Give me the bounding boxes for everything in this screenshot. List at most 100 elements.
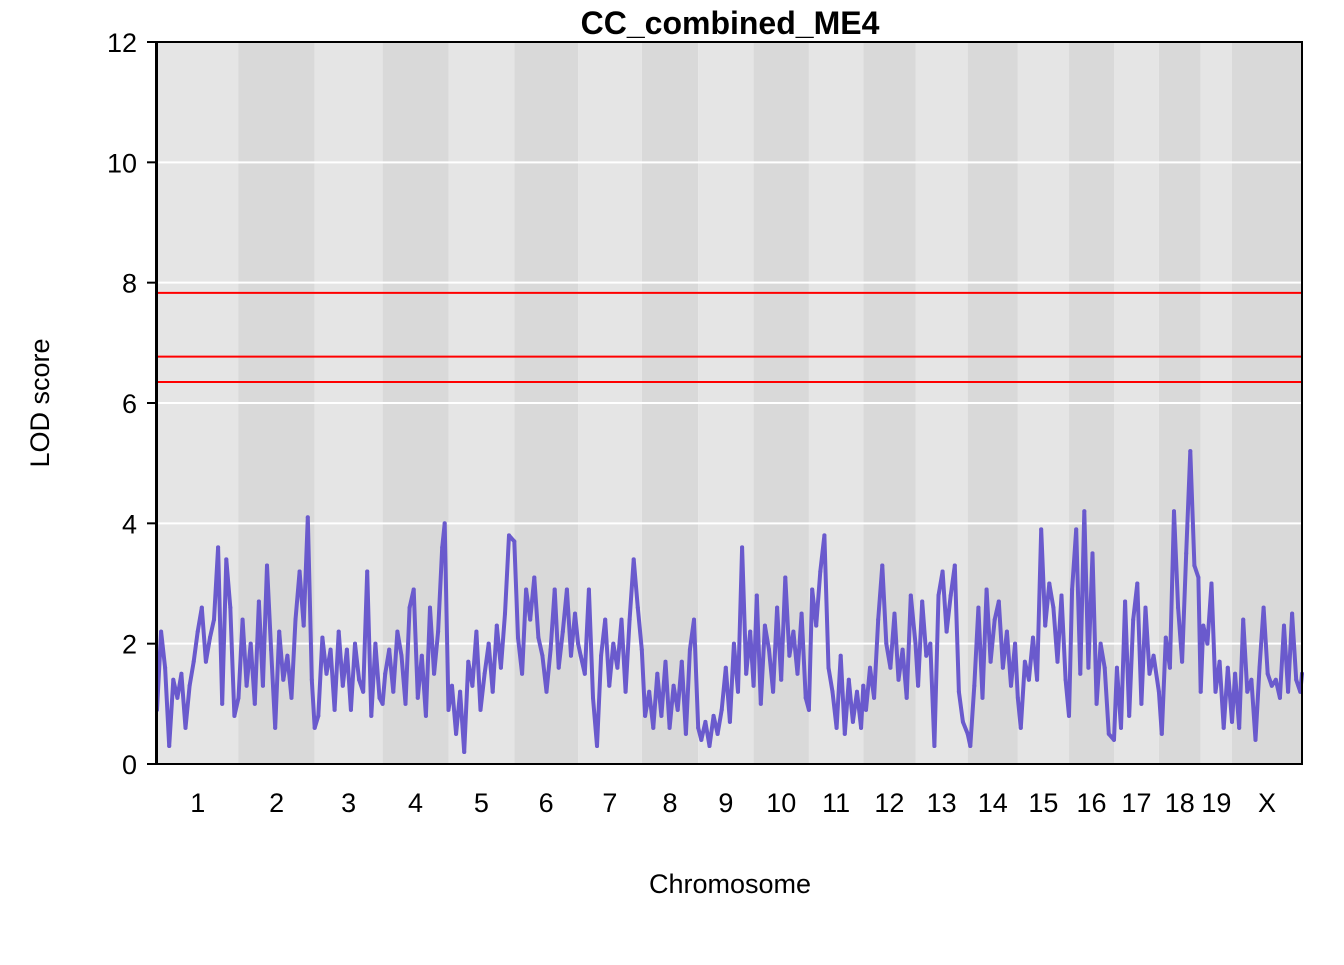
lod-point-1-212 xyxy=(996,599,1001,604)
lod-point-1-104 xyxy=(568,653,573,658)
lod-point-1-158 xyxy=(783,575,788,580)
lod-point-1-2 xyxy=(159,629,164,634)
x-tick-label-X: X xyxy=(1258,788,1276,818)
lod-point-1-147 xyxy=(740,545,745,550)
lod-point-1-79 xyxy=(466,659,471,664)
lod-point-1-223 xyxy=(1039,527,1044,532)
lod-point-1-204 xyxy=(965,731,970,736)
lod-point-1-220 xyxy=(1026,677,1031,682)
lod-point-1-60 xyxy=(391,689,396,694)
lod-point-1-66 xyxy=(415,695,420,700)
lod-point-1-83 xyxy=(482,671,487,676)
y-tick-label-10: 10 xyxy=(107,148,137,178)
lod-point-1-69 xyxy=(427,605,432,610)
lod-point-1-257 xyxy=(1176,605,1181,610)
lod-point-1-236 xyxy=(1090,551,1095,556)
lod-point-1-261 xyxy=(1192,563,1197,568)
x-tick-label-1: 1 xyxy=(190,788,205,818)
lod-point-1-64 xyxy=(407,605,412,610)
lod-point-1-160 xyxy=(791,629,796,634)
x-axis: 1 2 3 4 5 6 7 8 9 10 11 12 13 14 15 16 17 18 19 X xyxy=(190,788,1276,818)
lod-point-1-274 xyxy=(1241,617,1246,622)
lod-point-1-133 xyxy=(683,731,688,736)
lod-point-1-59 xyxy=(387,647,392,652)
lod-point-1-225 xyxy=(1047,581,1052,586)
lod-point-1-120 xyxy=(631,557,636,562)
lod-point-1-32 xyxy=(281,677,286,682)
lod-point-1-132 xyxy=(679,659,684,664)
lod-point-1-278 xyxy=(1257,665,1262,670)
lod-point-1-122 xyxy=(639,647,644,652)
lod-point-1-217 xyxy=(1015,695,1020,700)
lod-point-1-13 xyxy=(203,659,208,664)
lod-point-1-93 xyxy=(524,587,529,592)
lod-point-1-149 xyxy=(748,629,753,634)
lod-point-1-84 xyxy=(486,641,491,646)
lod-point-1-6 xyxy=(175,695,180,700)
lod-point-1-213 xyxy=(1000,665,1005,670)
lod-point-1-126 xyxy=(655,671,660,676)
lod-point-1-242 xyxy=(1114,665,1119,670)
lod-point-1-103 xyxy=(564,587,569,592)
y-axis-title: LOD score xyxy=(25,338,55,467)
x-tick-label-3: 3 xyxy=(341,788,356,818)
lod-point-1-134 xyxy=(687,647,692,652)
lod-point-1-53 xyxy=(365,569,370,574)
lod-point-1-193 xyxy=(920,599,925,604)
lod-point-1-166 xyxy=(814,623,819,628)
lod-point-1-165 xyxy=(810,587,815,592)
lod-point-1-18 xyxy=(224,557,229,562)
y-axis: 0 2 4 6 8 10 12 xyxy=(107,28,157,780)
x-tick-label-13: 13 xyxy=(927,788,957,818)
lod-point-1-256 xyxy=(1171,509,1176,514)
lod-point-1-277 xyxy=(1253,737,1258,742)
lod-point-1-3 xyxy=(163,665,168,670)
lod-point-1-121 xyxy=(635,605,640,610)
lod-point-1-80 xyxy=(470,683,475,688)
lod-point-1-224 xyxy=(1043,623,1048,628)
lod-point-1-94 xyxy=(528,617,533,622)
x-tick-label-2: 2 xyxy=(269,788,284,818)
lod-point-1-20 xyxy=(232,713,237,718)
lod-point-1-67 xyxy=(419,653,424,658)
lod-point-1-255 xyxy=(1167,665,1172,670)
x-tick-label-8: 8 xyxy=(662,788,677,818)
lod-point-1-48 xyxy=(344,647,349,652)
lod-point-1-249 xyxy=(1143,605,1148,610)
lod-point-1-45 xyxy=(332,707,337,712)
lod-point-1-23 xyxy=(244,683,249,688)
lod-point-1-245 xyxy=(1127,713,1132,718)
lod-point-1-33 xyxy=(285,653,290,658)
x-tick-label-7: 7 xyxy=(602,788,617,818)
lod-point-1-14 xyxy=(207,635,212,640)
lod-point-1-283 xyxy=(1277,695,1282,700)
lod-point-1-192 xyxy=(916,683,921,688)
lod-point-1-70 xyxy=(432,671,437,676)
lod-point-1-102 xyxy=(560,629,565,634)
lod-point-1-176 xyxy=(854,689,859,694)
lod-point-1-144 xyxy=(727,719,732,724)
lod-point-1-284 xyxy=(1281,623,1286,628)
lod-point-1-268 xyxy=(1217,659,1222,664)
lod-point-1-142 xyxy=(719,707,724,712)
lod-point-1-5 xyxy=(171,677,176,682)
lod-point-1-50 xyxy=(353,641,358,646)
lod-point-1-36 xyxy=(297,569,302,574)
lod-point-1-279 xyxy=(1261,605,1266,610)
x-tick-label-14: 14 xyxy=(978,788,1008,818)
y-tick-label-0: 0 xyxy=(122,750,137,780)
threshold-lines xyxy=(157,291,1302,383)
lod-point-1-40 xyxy=(312,725,317,730)
lod-point-1-76 xyxy=(454,731,459,736)
x-tick-label-5: 5 xyxy=(474,788,489,818)
lod-point-1-58 xyxy=(383,671,388,676)
lod-point-1-65 xyxy=(411,587,416,592)
lod-point-1-17 xyxy=(220,701,225,706)
lod-point-1-35 xyxy=(293,617,298,622)
x-tick-label-6: 6 xyxy=(539,788,554,818)
lod-point-1-15 xyxy=(212,617,217,622)
lod-point-1-280 xyxy=(1265,671,1270,676)
lod-point-1-54 xyxy=(369,713,374,718)
lod-point-1-129 xyxy=(667,725,672,730)
